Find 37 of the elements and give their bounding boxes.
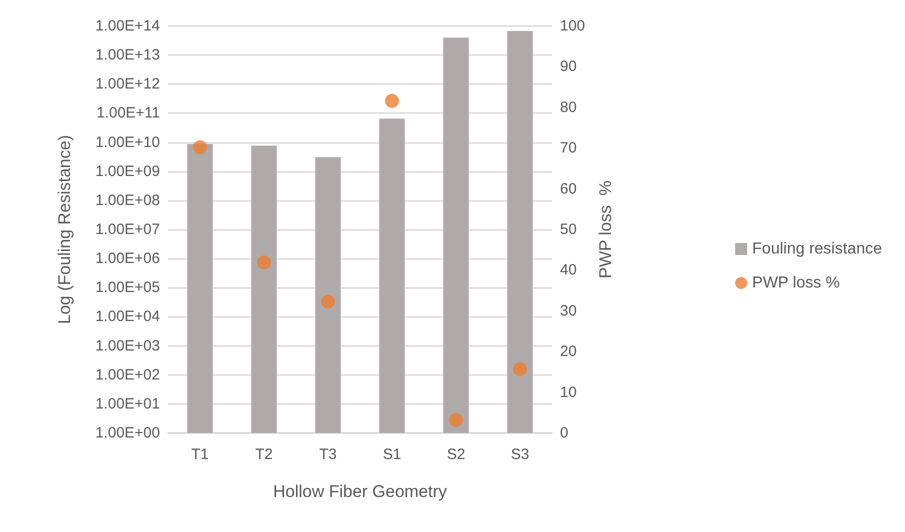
y-tick-label: 1.00E+08	[95, 192, 160, 209]
y2-tick-label: 30	[560, 302, 577, 320]
x-tick-label: T3	[319, 446, 337, 463]
x-tick-label: T2	[255, 446, 273, 463]
x-tick-label: S1	[382, 446, 402, 463]
y-tick-label: 1.00E+06	[95, 250, 160, 268]
x-axis-title: Hollow Fiber Geometry	[273, 482, 448, 501]
legend-label: PWP loss %	[752, 274, 840, 292]
y-tick-label: 1.00E+13	[95, 46, 160, 64]
y2-axis-title: PWP loss %	[596, 180, 615, 278]
y-tick-label: 1.00E+11	[96, 104, 160, 122]
x-tick-label: S2	[446, 446, 466, 463]
x-tick-label: T1	[191, 446, 209, 463]
y2-tick-label: 50	[560, 221, 577, 238]
y-axis-title: Log (Fouling Resistance)	[55, 135, 74, 324]
x-tick-label: S3	[510, 446, 530, 463]
y2-tick-label: 10	[560, 384, 577, 401]
y2-tick-label: 80	[560, 98, 577, 116]
y-tick-label: 1.00E+14	[95, 18, 160, 34]
y-tick-label: 1.00E+03	[95, 337, 160, 354]
y2-tick-label: 70	[560, 140, 577, 157]
y-tick-label: 1.00E+07	[95, 221, 160, 238]
y-tick-label: 1.00E+09	[95, 162, 160, 180]
y-tick-label: 1.00E+04	[95, 308, 160, 326]
y2-tick-label: 90	[560, 58, 577, 76]
y-tick-label: 1.00E+00	[95, 424, 160, 442]
y2-tick-label: 60	[560, 180, 577, 198]
y2-tick-label: 20	[560, 343, 577, 360]
y-tick-label: 1.00E+05	[95, 279, 160, 296]
y2-tick-label: 40	[560, 262, 577, 279]
y2-tick-label: 100	[560, 18, 586, 34]
y-tick-label: 1.00E+12	[95, 76, 160, 93]
y-tick-label: 1.00E+10	[95, 134, 160, 151]
legend-label: Fouling resistance	[752, 240, 882, 258]
y-tick-label: 1.00E+01	[95, 395, 160, 412]
y-tick-label: 1.00E+02	[95, 366, 160, 384]
y2-tick-label: 0	[560, 424, 568, 442]
